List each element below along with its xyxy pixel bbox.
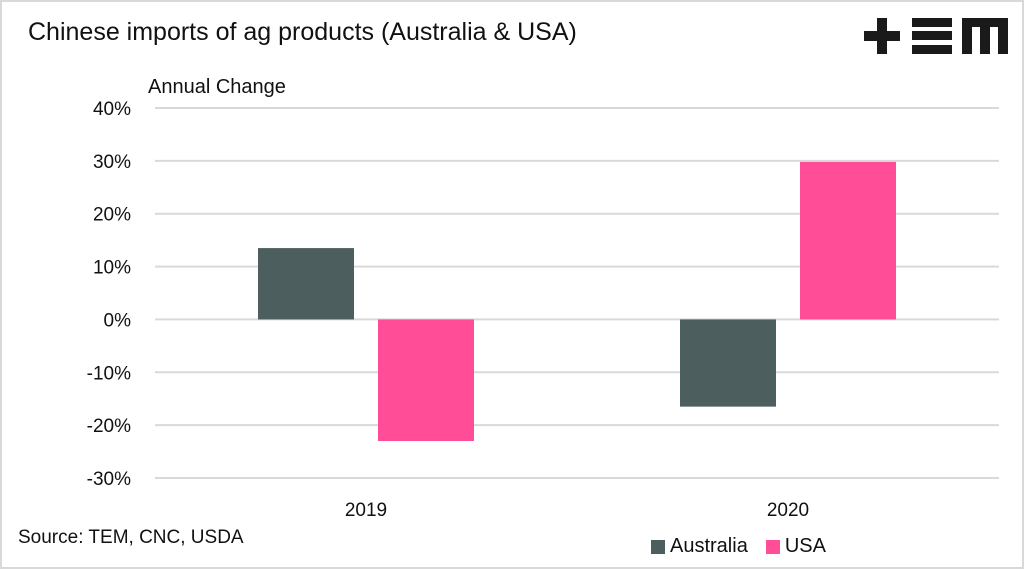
bars [258, 161, 896, 441]
x-tick-label: 2019 [345, 500, 387, 521]
legend-swatch-australia [651, 539, 665, 554]
y-tick-label: 30% [93, 152, 131, 173]
y-tick-label: 20% [93, 205, 131, 226]
bar-australia-2019 [258, 248, 354, 320]
legend-item-australia: Australia [651, 535, 748, 558]
logo-e-bar-3 [912, 45, 952, 54]
y-tick-label: -20% [87, 416, 131, 437]
bar-usa-2019 [378, 319, 474, 441]
logo-plus-v [877, 18, 887, 54]
x-tick-label: 2020 [767, 500, 809, 521]
legend-label-usa: USA [784, 535, 826, 557]
y-tick-label: 40% [93, 99, 131, 120]
y-tick-labels: 40% 30% 20% 10% 0% -10% -20% -30% [87, 99, 131, 490]
tem-logo [864, 18, 1008, 54]
legend: Australia USA [651, 535, 844, 558]
y-tick-label: 10% [93, 258, 131, 279]
y-tick-label: -30% [87, 469, 131, 490]
y-tick-label: 0% [104, 310, 132, 331]
y-tick-label: -10% [87, 363, 131, 384]
legend-item-usa: USA [765, 535, 826, 558]
bar-usa-2020 [800, 161, 896, 320]
source-note: Source: TEM, CNC, USDA [18, 527, 244, 548]
legend-label-australia: Australia [670, 535, 748, 557]
bar-australia-2020 [680, 319, 776, 407]
chart-title: Chinese imports of ag products (Australi… [28, 18, 577, 46]
y-axis-title: Annual Change [148, 76, 286, 98]
logo-e-bar-2 [912, 31, 952, 40]
x-tick-labels: 2019 2020 [345, 500, 809, 521]
logo-e-bar-1 [912, 18, 952, 27]
legend-swatch-usa [765, 539, 780, 554]
logo-m [962, 18, 1008, 54]
